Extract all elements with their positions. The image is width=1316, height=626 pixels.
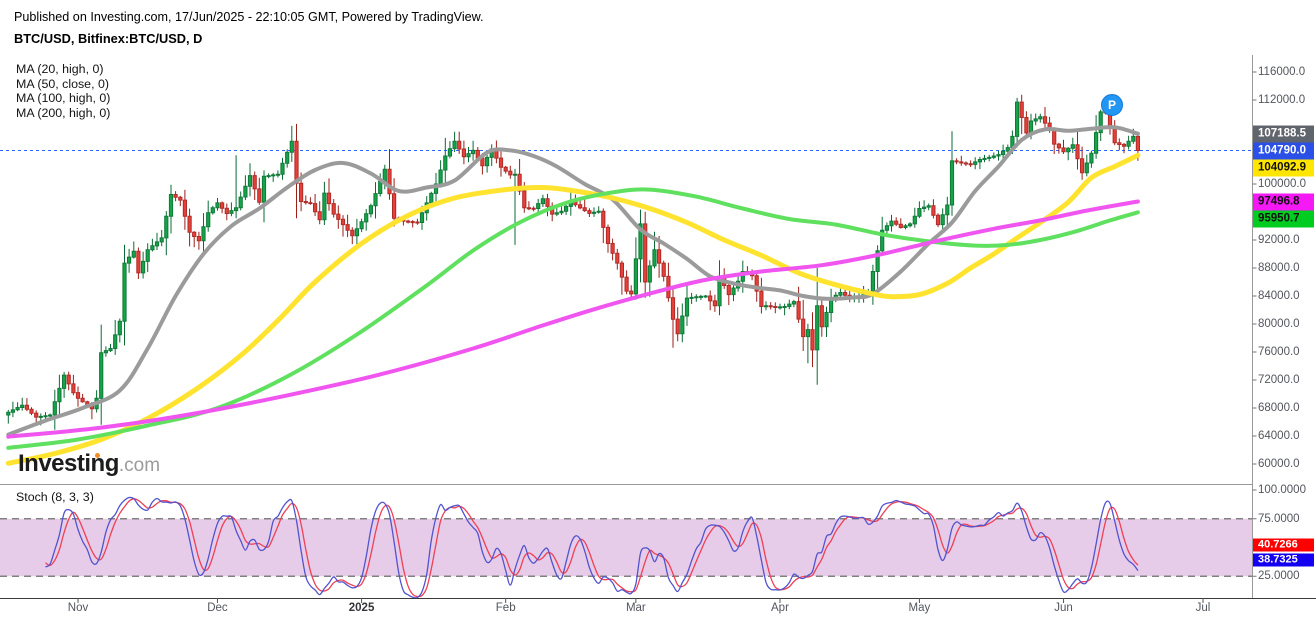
time-axis-label-jul: Jul (1195, 602, 1211, 614)
ma-line-2 (6, 187, 1140, 450)
time-axis-label-dec: Dec (207, 602, 228, 614)
candle-bodies-up (6, 101, 1136, 418)
price-axis-label: 84000.0 (1258, 290, 1300, 302)
ma-legend: MA (20, high, 0) MA (50, close, 0) MA (1… (16, 62, 110, 120)
price-axis-label: 64000.0 (1258, 430, 1300, 442)
price-axis-label: 100000.0 (1258, 178, 1306, 190)
investing-logo-suffix: .com (118, 455, 161, 476)
stoch-d-badge: 40.7266 (1253, 538, 1314, 552)
price-axis-label: 76000.0 (1258, 346, 1300, 358)
published-line: Published on Investing.com, 17/Jun/2025 … (14, 10, 484, 24)
ma-legend-item-50: MA (50, close, 0) (16, 76, 109, 91)
investing-logo-brand: Investing (18, 450, 119, 477)
price-badge: 95950.7 (1253, 210, 1314, 228)
time-axis-label-feb: Feb (495, 602, 516, 614)
stoch-indicator-label: Stoch (8, 3, 3) (16, 490, 94, 504)
publication-marker-icon[interactable]: P (1101, 94, 1123, 116)
time-axis-label-may: May (908, 602, 931, 614)
stoch-band (0, 518, 1252, 577)
investing-logo-orange-dot (95, 453, 100, 458)
price-axis-label: 92000.0 (1258, 234, 1300, 246)
price-axis-label: 68000.0 (1258, 402, 1300, 414)
price-badge: 107188.5 (1253, 125, 1314, 143)
price-axis-label: 116000.0 (1258, 66, 1306, 78)
price-axis-label: 72000.0 (1258, 374, 1300, 386)
ma-legend-item-200: MA (200, high, 0) (16, 105, 111, 120)
candle-bodies-down (24, 101, 1140, 418)
ma-line-1 (5, 152, 1141, 466)
ma-legend-item-100: MA (100, high, 0) (16, 91, 111, 106)
time-axis-label-2025: 2025 (348, 602, 375, 614)
symbol-title: BTC/USD, Bitfinex:BTC/USD, D (14, 31, 203, 46)
time-axis-label-apr: Apr (771, 602, 789, 614)
candle-wicks-down (26, 94, 1139, 426)
price-axis-label: 88000.0 (1258, 262, 1300, 274)
price-axis-label: 60000.0 (1258, 458, 1300, 470)
ma-legend-item-20: MA (20, high, 0) (16, 62, 104, 76)
investing-logo: Investing.com (18, 450, 160, 478)
price-axis-label: 112000.0 (1258, 94, 1306, 106)
price-badge: 97496.8 (1253, 193, 1314, 211)
price-badge: 104092.9 (1253, 159, 1314, 177)
price-badge: 104790.0 (1253, 142, 1314, 160)
time-axis-label-mar: Mar (625, 602, 646, 614)
time-axis-label-nov: Nov (67, 602, 89, 614)
stoch-k-line (45, 496, 1139, 598)
stoch-axis-label: 75.0000 (1258, 512, 1300, 525)
ma-line-0 (6, 125, 1140, 437)
stoch-k-badge: 38.7325 (1253, 553, 1314, 567)
stoch-d-line (45, 498, 1139, 598)
stoch-axis-label: 100.0000 (1258, 484, 1306, 496)
candle-wicks-up (7, 97, 1134, 430)
time-axis-label-jun: Jun (1054, 602, 1073, 614)
price-axis-label: 80000.0 (1258, 318, 1300, 330)
ma-line-3 (6, 199, 1140, 439)
stoch-axis-label: 25.0000 (1258, 570, 1300, 583)
